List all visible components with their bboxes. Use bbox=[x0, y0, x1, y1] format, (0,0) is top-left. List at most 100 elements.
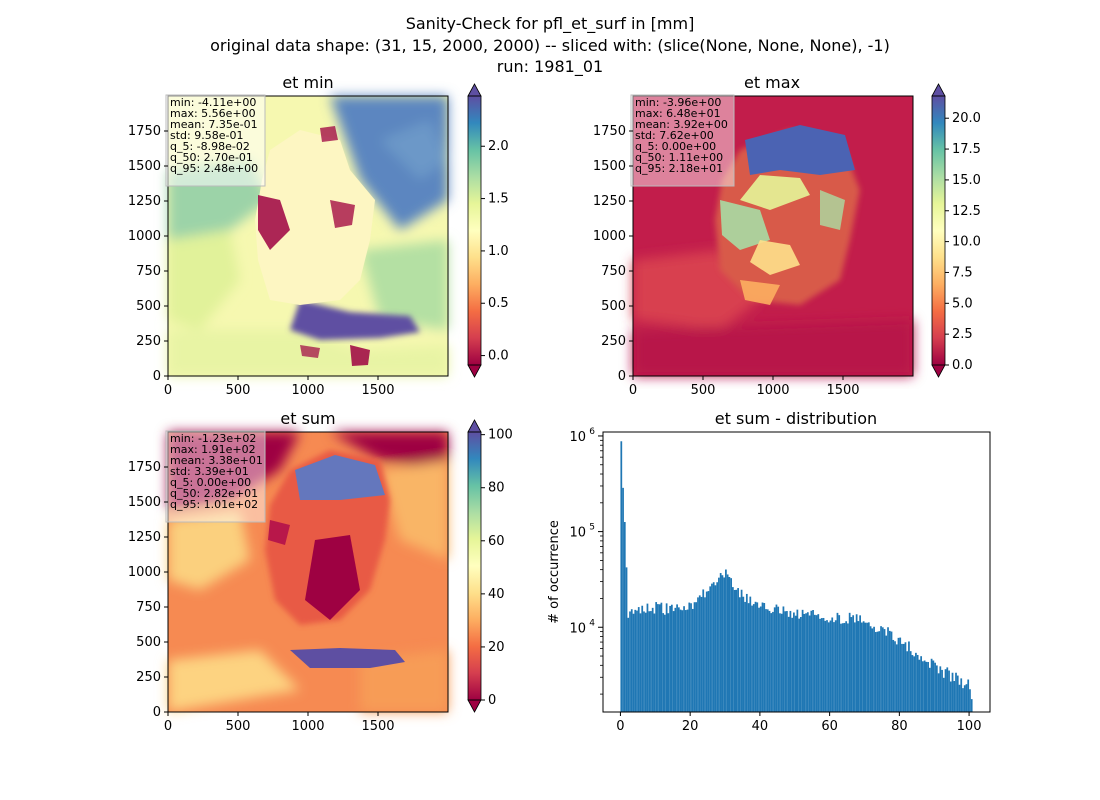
histogram-bar bbox=[719, 573, 722, 712]
y-tick-label: 10 bbox=[569, 430, 586, 445]
histogram-bar bbox=[737, 588, 739, 712]
x-tick-label: 40 bbox=[752, 719, 769, 734]
x-axis: 0 500 1000 1500 bbox=[164, 712, 395, 734]
histogram-bar bbox=[742, 596, 745, 712]
histogram-bar bbox=[683, 606, 685, 712]
stat-line: mean: 3.38e+01 bbox=[170, 454, 263, 467]
x-tick-label: 80 bbox=[891, 719, 908, 734]
histogram-bar bbox=[782, 606, 785, 712]
panel-et-max: et max min: -3.96e+00 max: 6.48e+01 mean… bbox=[593, 73, 981, 398]
histogram-bar bbox=[880, 626, 882, 712]
histogram-bar bbox=[871, 628, 874, 712]
panel-et-sum-distribution: et sum - distribution # of occurrence 0 2… bbox=[547, 409, 991, 734]
y-tick-label: 10 bbox=[569, 621, 586, 636]
histogram-bar bbox=[908, 641, 910, 712]
histogram-bar bbox=[901, 643, 903, 712]
histogram-bar bbox=[773, 607, 776, 712]
stat-line: q_50: 2.70e-01 bbox=[170, 151, 253, 164]
colorbar-tick-label: 15.0 bbox=[952, 173, 981, 188]
histogram-bar bbox=[845, 621, 848, 712]
histogram-bar bbox=[650, 611, 652, 712]
heatmap-et-max bbox=[632, 95, 914, 377]
histogram-bar bbox=[867, 622, 870, 712]
histogram-bar bbox=[759, 606, 762, 712]
x-tick-label: 1500 bbox=[361, 719, 394, 734]
colorbar-tick-label: 0.0 bbox=[488, 349, 509, 364]
histogram-bar bbox=[831, 617, 834, 712]
histogram-bar bbox=[861, 622, 863, 712]
histogram-bar bbox=[777, 606, 780, 712]
stat-line: std: 7.62e+00 bbox=[635, 129, 714, 142]
histogram-bar bbox=[798, 618, 800, 712]
histogram-bar bbox=[970, 699, 973, 712]
histogram-bar bbox=[934, 662, 936, 712]
histogram-bar bbox=[716, 582, 719, 712]
histogram-bar bbox=[622, 487, 624, 712]
histogram-bar bbox=[874, 632, 877, 712]
histogram-bar bbox=[775, 604, 778, 712]
stat-line: mean: 7.35e-01 bbox=[170, 118, 258, 131]
histogram-bar bbox=[904, 642, 907, 712]
histogram-bar bbox=[700, 596, 703, 712]
histogram-bar bbox=[738, 597, 741, 712]
histogram-bar bbox=[824, 620, 827, 712]
histogram-bar bbox=[892, 639, 895, 712]
stats-box: min: -4.11e+00 max: 5.56e+00 mean: 7.35e… bbox=[165, 94, 266, 187]
histogram-bar bbox=[636, 610, 638, 712]
x-tick-label: 1500 bbox=[361, 383, 394, 398]
histogram-bar bbox=[667, 613, 670, 712]
histogram-bar bbox=[670, 604, 673, 712]
histogram-bar bbox=[805, 613, 807, 712]
histogram-bar bbox=[810, 610, 813, 712]
histogram-bar bbox=[779, 613, 781, 712]
x-axis: 0 500 1000 1500 bbox=[164, 376, 395, 398]
colorbar-tick-label: 60 bbox=[488, 534, 505, 549]
figure-title: Sanity-Check for pfl_et_surf in [mm] bbox=[406, 14, 695, 34]
stat-line: q_5: 0.00e+00 bbox=[170, 476, 251, 489]
y-tick-label: 250 bbox=[136, 334, 161, 349]
histogram-bar bbox=[799, 616, 802, 712]
histogram-bar bbox=[843, 622, 846, 712]
histogram-bar bbox=[895, 644, 898, 712]
histogram-bar bbox=[657, 604, 659, 712]
colorbar-tick-label: 80 bbox=[488, 481, 505, 496]
y-tick-label: 500 bbox=[136, 299, 161, 314]
colorbar-gradient bbox=[932, 96, 945, 365]
histogram-bar bbox=[623, 522, 626, 712]
histogram-bar bbox=[958, 684, 961, 712]
colorbar-tick-label: 1.5 bbox=[488, 192, 509, 207]
histogram-bar bbox=[946, 667, 949, 712]
histogram-bar bbox=[878, 631, 881, 712]
panel-title: et min bbox=[282, 73, 333, 92]
histogram-bar bbox=[712, 582, 715, 712]
histogram-bar bbox=[873, 626, 875, 712]
histogram-bar bbox=[829, 620, 832, 712]
colorbar-tick-label: 10.0 bbox=[952, 235, 981, 250]
histogram-bar bbox=[822, 617, 825, 712]
histogram-bar bbox=[801, 609, 804, 712]
y-tick-label: 750 bbox=[136, 264, 161, 279]
histogram-bar bbox=[784, 611, 787, 712]
histogram-bar bbox=[897, 637, 900, 712]
stat-line: std: 9.58e-01 bbox=[170, 129, 243, 142]
colorbar-tick-label: 5.0 bbox=[952, 296, 973, 311]
histogram-bar bbox=[707, 591, 710, 712]
stats-box: min: -3.96e+00 max: 6.48e+01 mean: 3.92e… bbox=[630, 94, 735, 187]
histogram-bar bbox=[721, 575, 724, 712]
histogram-bar bbox=[920, 656, 923, 712]
histogram-bar bbox=[833, 622, 835, 712]
histogram-bar bbox=[669, 605, 671, 712]
histogram-bar bbox=[787, 616, 790, 712]
histogram-bar bbox=[632, 613, 635, 712]
y-tick-label: 1750 bbox=[593, 124, 626, 139]
histogram-bar bbox=[939, 666, 942, 712]
panel-title: et max bbox=[744, 73, 800, 92]
histogram-bar bbox=[883, 629, 886, 712]
x-tick-label: 500 bbox=[691, 383, 716, 398]
panel-title: et sum - distribution bbox=[715, 409, 877, 428]
histogram-bar bbox=[909, 651, 912, 712]
figure-subtitle: original data shape: (31, 15, 2000, 2000… bbox=[210, 36, 890, 55]
histogram-bar bbox=[956, 675, 959, 712]
histogram-bar bbox=[754, 601, 757, 712]
